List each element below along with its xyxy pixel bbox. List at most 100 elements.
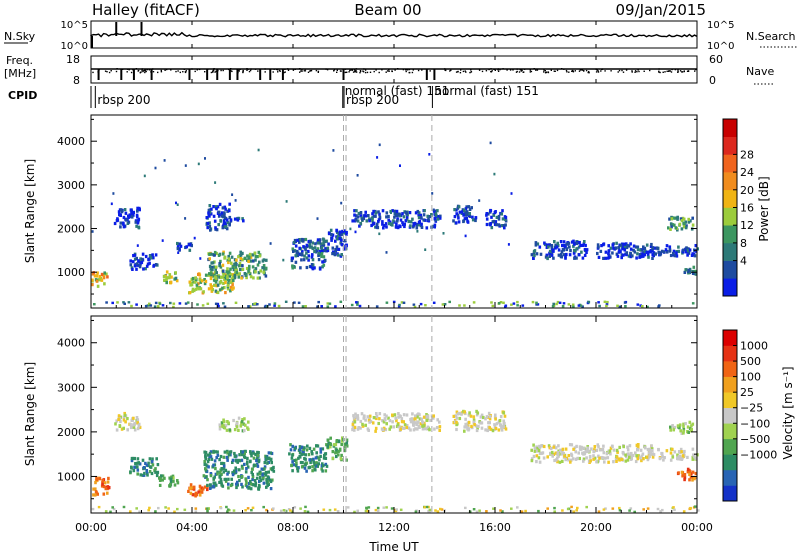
velocity-cell (244, 470, 248, 474)
power-cell (290, 258, 294, 263)
power-cell (585, 250, 588, 254)
x-tick-label: 00:00 (75, 521, 107, 534)
power-cell (411, 217, 414, 221)
power-cell (165, 270, 169, 274)
velocity-cell (289, 509, 292, 512)
power-cell (321, 243, 324, 247)
velocity-cell (303, 510, 307, 513)
velocity-cell (259, 472, 262, 476)
velocity-cell (672, 506, 675, 509)
velocity-cell (384, 418, 387, 422)
velocity-cell (204, 467, 207, 471)
power-cell (213, 270, 217, 274)
power-cell (231, 280, 234, 284)
velocity-cell (307, 453, 311, 457)
velocity-cell (92, 487, 95, 491)
nave-point (108, 71, 111, 74)
power-cell (128, 213, 132, 217)
nave-point (388, 69, 390, 71)
power-cell (375, 222, 379, 226)
nave-point (597, 70, 599, 72)
velocity-cell (680, 456, 684, 461)
nave-point (565, 69, 568, 72)
velocity-cell (352, 414, 355, 418)
power-cell (622, 245, 625, 249)
velocity-cell (176, 507, 179, 511)
power-cell (141, 257, 144, 261)
power-cell (434, 209, 438, 213)
power-cell (567, 241, 571, 245)
power-cell (635, 256, 638, 260)
freq-tick-bottom: 8 (73, 74, 80, 87)
power-cell (135, 224, 138, 228)
velocity-cell (254, 452, 257, 456)
velocity-cell (315, 444, 318, 448)
cpid-label: CPID (8, 89, 37, 102)
velocity-cell (671, 447, 674, 451)
velocity-cell (328, 508, 332, 512)
power-cell (677, 245, 680, 249)
velocity-cell (316, 464, 319, 468)
velocity-cell (452, 421, 456, 425)
nave-point (522, 71, 524, 73)
power-cell (291, 264, 294, 268)
velocity-cell (402, 420, 405, 424)
velocity-cell (475, 413, 479, 417)
power-cell (420, 222, 423, 226)
velocity-cell (322, 456, 326, 460)
velocity-cell (598, 456, 601, 460)
power-cell (197, 272, 200, 276)
power-cell (251, 265, 255, 269)
power-cell (567, 303, 571, 306)
power-cell (316, 241, 320, 245)
power-cell (396, 217, 399, 221)
x-tick-label: 12:00 (378, 521, 410, 534)
power-cell (478, 199, 481, 202)
power-cell (247, 259, 250, 263)
power-cell (226, 273, 229, 277)
power-cell (247, 269, 250, 273)
nave-point (301, 70, 303, 72)
power-cell (603, 300, 607, 303)
power-cell (414, 211, 418, 215)
power-cell (148, 254, 152, 258)
velocity-cell (597, 510, 601, 513)
power-cell (633, 250, 637, 254)
power-cell (485, 222, 489, 227)
velocity-cell (134, 462, 137, 466)
power-cell (359, 214, 363, 218)
velocity-cell (303, 466, 307, 470)
power-cell (218, 202, 222, 206)
power-cell (339, 300, 343, 303)
velocity-cell (401, 426, 404, 430)
velocity-cell (371, 421, 375, 425)
velocity-cell (160, 474, 163, 478)
velocity-cell (597, 445, 600, 449)
nave-point (674, 68, 677, 71)
power-cell (169, 281, 172, 285)
power-cell (675, 254, 679, 258)
velocity-cell (375, 416, 378, 421)
power-cell (340, 238, 343, 242)
cpid-entry: rbsp 200 (346, 93, 399, 107)
power-cell (653, 252, 657, 256)
colorbar-segment (723, 438, 737, 455)
power-cell (642, 251, 645, 255)
velocity-cell (564, 458, 567, 462)
velocity-cell (298, 455, 301, 459)
power-ylabel: Slant Range [km] (23, 159, 37, 263)
velocity-cell (321, 447, 325, 451)
power-cell (559, 254, 563, 259)
power-cell (457, 205, 461, 209)
velocity-cell (209, 474, 213, 478)
velocity-cell (245, 481, 248, 485)
power-cell (392, 219, 395, 223)
nave-point (362, 71, 365, 73)
power-cell (664, 248, 668, 252)
power-cell (504, 223, 507, 227)
velocity-cell (686, 455, 689, 459)
power-cell (546, 256, 549, 261)
velocity-cell (138, 462, 142, 466)
velocity-cell (553, 510, 556, 513)
velocity-cell (689, 506, 692, 510)
